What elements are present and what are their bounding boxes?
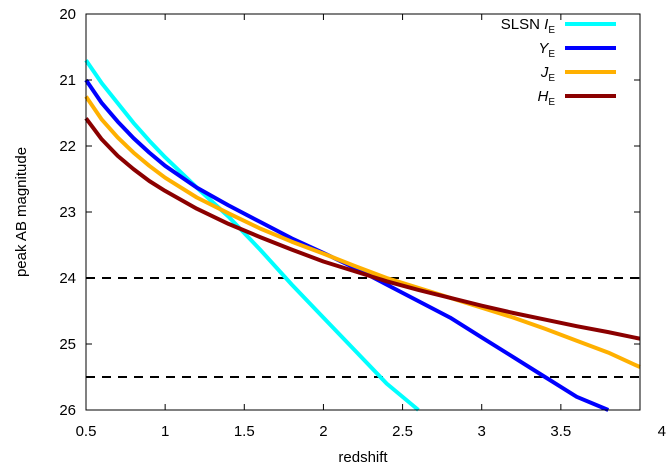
x-tick-label: 2.5 <box>392 423 413 440</box>
legend-band: H <box>537 88 548 105</box>
legend-subscript: E <box>548 97 555 108</box>
series-line-j-e <box>84 95 641 369</box>
y-tick-label: 24 <box>59 270 76 287</box>
x-tick-label: 0.5 <box>76 423 97 440</box>
x-axis-label: redshift <box>338 449 388 466</box>
y-tick-label: 23 <box>59 204 76 221</box>
legend-subscript: E <box>548 25 555 36</box>
legend-band: J <box>540 64 549 81</box>
x-axis-ticks: 0.5 1 1.5 2 2.5 3 3.5 4 <box>76 14 666 440</box>
legend-subscript: E <box>548 49 555 60</box>
y-tick-label: 20 <box>59 6 76 23</box>
x-tick-label: 1.5 <box>234 423 255 440</box>
legend-subscript: E <box>548 73 555 84</box>
y-tick-label: 26 <box>59 402 76 419</box>
legend-label: YE <box>538 40 555 60</box>
legend-label: HE <box>537 88 555 108</box>
legend-label: SLSN IE <box>501 16 556 36</box>
legend-label: JE <box>540 64 556 84</box>
y-tick-label: 21 <box>59 72 76 89</box>
legend-band: Y <box>538 40 549 57</box>
y-tick-label: 22 <box>59 138 76 155</box>
x-tick-label: 3 <box>478 423 486 440</box>
y-tick-label: 25 <box>59 336 76 353</box>
x-tick-label: 2 <box>319 423 327 440</box>
series-lines <box>84 59 641 412</box>
series-line-i-e <box>84 59 420 412</box>
legend-prefix: SLSN <box>501 16 544 33</box>
y-axis-label: peak AB magnitude <box>13 147 30 277</box>
series-line-h-e <box>84 117 641 341</box>
x-tick-label: 1 <box>161 423 169 440</box>
legend-band: I <box>544 16 548 33</box>
x-tick-label: 3.5 <box>550 423 571 440</box>
y-axis-ticks: 20 21 22 23 24 25 26 <box>59 6 640 419</box>
reference-lines <box>86 277 640 378</box>
x-tick-label: 4 <box>658 423 666 440</box>
